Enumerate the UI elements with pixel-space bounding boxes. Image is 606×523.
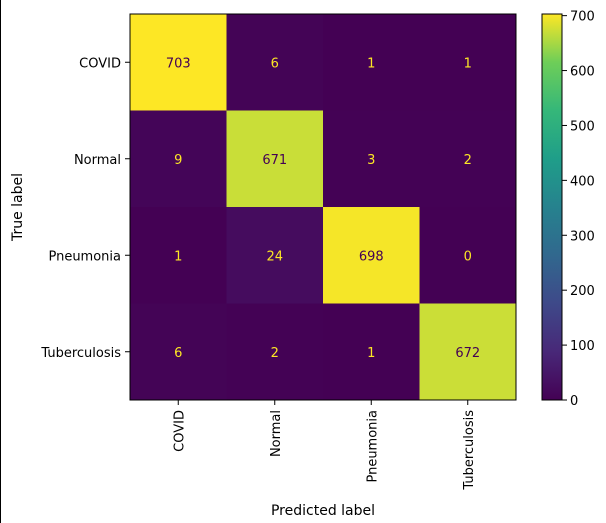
matrix-cell bbox=[226, 303, 324, 401]
colorbar-tick-label: 700 bbox=[570, 10, 595, 25]
plot-frame bbox=[129, 13, 517, 401]
matrix-cell bbox=[226, 14, 324, 111]
matrix-cell bbox=[130, 110, 227, 208]
colorbar-tick-label: 600 bbox=[570, 65, 595, 80]
cell-value-label: 1 bbox=[174, 249, 182, 264]
matrix-cell bbox=[130, 303, 227, 401]
x-tick-label: Tuberculosis bbox=[462, 410, 477, 491]
matrix-cell-labels: 703 6 1 1 9 671 3 2 1 24 698 0 6 2 1 672 bbox=[166, 56, 480, 361]
x-axis-ticks: COVID Normal Pneumonia Tuberculosis bbox=[172, 400, 477, 491]
x-tick-label: COVID bbox=[172, 410, 187, 452]
cell-value-label: 672 bbox=[455, 346, 480, 361]
x-tick-label: Normal bbox=[269, 410, 284, 457]
matrix-cells bbox=[130, 14, 517, 401]
colorbar-tick-label: 300 bbox=[570, 229, 595, 244]
cell-value-label: 2 bbox=[271, 346, 279, 361]
colorbar-tick-label: 400 bbox=[570, 174, 595, 189]
cell-value-label: 9 bbox=[174, 153, 182, 168]
x-tick-label: Pneumonia bbox=[365, 410, 380, 483]
matrix-cell bbox=[323, 14, 420, 111]
colorbar-tick-label: 0 bbox=[570, 394, 578, 409]
colorbar-tick-label: 200 bbox=[570, 284, 595, 299]
cell-value-label: 1 bbox=[464, 56, 472, 71]
cell-value-label: 6 bbox=[271, 56, 279, 71]
cell-value-label: 0 bbox=[464, 249, 472, 264]
colorbar-ticks: 0 100 200 300 400 500 600 700 bbox=[562, 10, 595, 409]
cell-value-label: 3 bbox=[367, 153, 375, 168]
matrix-cell bbox=[419, 110, 517, 208]
y-axis-ticks: COVID Normal Pneumonia Tuberculosis bbox=[40, 56, 130, 361]
cell-value-label: 24 bbox=[266, 249, 283, 264]
matrix-cell bbox=[323, 207, 420, 304]
matrix-cell bbox=[419, 207, 517, 304]
cell-value-label: 698 bbox=[359, 249, 384, 264]
y-tick-label: Tuberculosis bbox=[40, 346, 121, 361]
y-tick-label: Pneumonia bbox=[48, 249, 121, 264]
matrix-cell bbox=[419, 14, 517, 111]
matrix-cell bbox=[226, 110, 324, 208]
matrix-cell bbox=[419, 303, 517, 401]
cell-value-label: 1 bbox=[367, 56, 375, 71]
matrix-cell bbox=[130, 207, 227, 304]
y-tick-label: COVID bbox=[79, 56, 121, 71]
y-tick-label: Normal bbox=[74, 153, 121, 168]
cell-value-label: 671 bbox=[262, 153, 287, 168]
matrix-cell bbox=[130, 14, 227, 111]
matrix-cell bbox=[323, 303, 420, 401]
colorbar-tick-label: 500 bbox=[570, 119, 595, 134]
matrix-cell bbox=[323, 110, 420, 208]
y-axis-label: True label bbox=[10, 173, 26, 242]
colorbar bbox=[541, 13, 563, 401]
colorbar-tick-label: 100 bbox=[570, 339, 595, 354]
cell-value-label: 703 bbox=[166, 56, 191, 71]
cell-value-label: 1 bbox=[367, 346, 375, 361]
matrix-cell bbox=[226, 207, 324, 304]
x-axis-label: Predicted label bbox=[271, 503, 375, 519]
cell-value-label: 6 bbox=[174, 346, 182, 361]
cell-value-label: 2 bbox=[464, 153, 472, 168]
